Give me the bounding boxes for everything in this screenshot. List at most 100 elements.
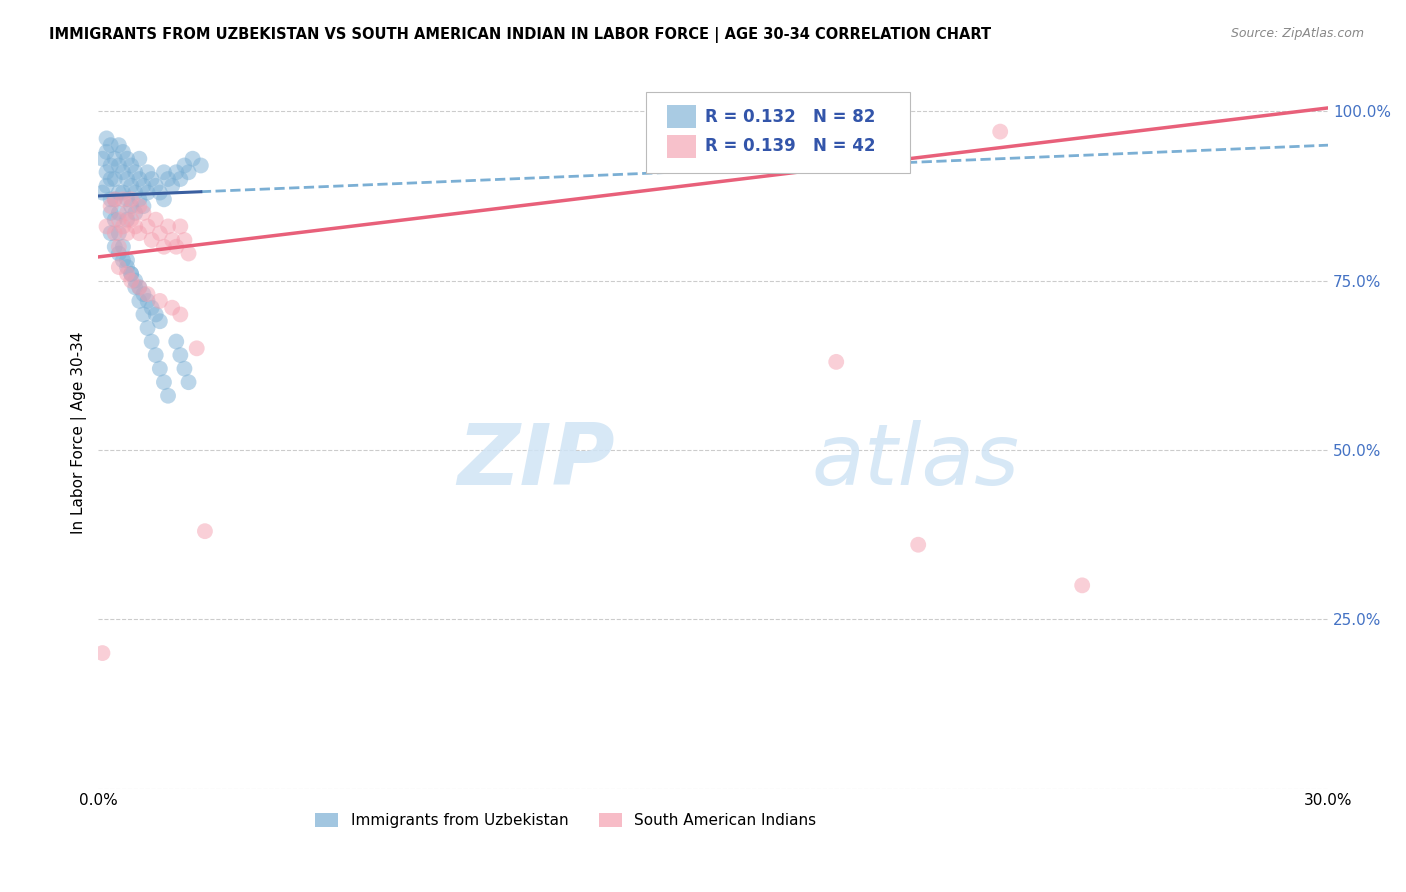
Point	[115, 226, 138, 240]
Point	[165, 165, 187, 179]
Point	[128, 280, 150, 294]
Point	[136, 293, 159, 308]
Point	[149, 361, 172, 376]
Text: R = 0.132   N = 82: R = 0.132 N = 82	[704, 108, 875, 126]
Point	[124, 274, 146, 288]
Point	[96, 219, 118, 234]
Point	[96, 165, 118, 179]
Point	[141, 301, 163, 315]
Point	[100, 138, 122, 153]
Point	[100, 172, 122, 186]
Point	[132, 206, 155, 220]
Point	[145, 178, 167, 193]
Point	[115, 192, 138, 206]
Point	[153, 240, 176, 254]
Point	[149, 186, 172, 200]
Point	[157, 389, 180, 403]
Point	[111, 186, 134, 200]
Point	[128, 199, 150, 213]
Point	[173, 233, 195, 247]
Point	[145, 212, 167, 227]
Point	[96, 131, 118, 145]
Point	[124, 165, 146, 179]
Point	[190, 159, 212, 173]
Point	[907, 538, 929, 552]
Point	[120, 178, 142, 193]
Point	[108, 186, 131, 200]
Text: R = 0.139   N = 42: R = 0.139 N = 42	[704, 137, 875, 155]
Point	[120, 212, 142, 227]
Point	[120, 199, 142, 213]
Point	[124, 280, 146, 294]
Point	[108, 159, 131, 173]
Point	[132, 199, 155, 213]
Point	[100, 226, 122, 240]
Point	[132, 287, 155, 301]
Point	[91, 646, 114, 660]
Point	[115, 206, 138, 220]
Point	[128, 152, 150, 166]
Point	[153, 375, 176, 389]
Point	[173, 159, 195, 173]
Point	[120, 267, 142, 281]
Point	[115, 253, 138, 268]
Point	[128, 172, 150, 186]
Point	[96, 145, 118, 159]
Point	[111, 219, 134, 234]
Point	[141, 233, 163, 247]
Point	[169, 348, 191, 362]
Point	[104, 192, 127, 206]
Point	[124, 186, 146, 200]
Point	[136, 186, 159, 200]
Point	[100, 206, 122, 220]
Point	[160, 178, 183, 193]
Point	[128, 192, 150, 206]
Point	[128, 293, 150, 308]
Point	[108, 138, 131, 153]
Point	[1071, 578, 1094, 592]
Point	[115, 260, 138, 274]
Point	[186, 342, 208, 356]
Point	[96, 178, 118, 193]
Point	[149, 226, 172, 240]
Point	[111, 165, 134, 179]
Point	[108, 246, 131, 260]
Point	[145, 308, 167, 322]
Point	[169, 308, 191, 322]
Point	[988, 125, 1011, 139]
Point	[104, 212, 127, 227]
Point	[111, 145, 134, 159]
Point	[128, 280, 150, 294]
Point	[194, 524, 217, 538]
Point	[111, 192, 134, 206]
Point	[124, 219, 146, 234]
Point	[115, 267, 138, 281]
Legend: Immigrants from Uzbekistan, South American Indians: Immigrants from Uzbekistan, South Americ…	[309, 807, 823, 834]
Point	[169, 219, 191, 234]
Point	[124, 206, 146, 220]
Point	[120, 159, 142, 173]
Point	[145, 348, 167, 362]
Point	[136, 165, 159, 179]
Point	[136, 321, 159, 335]
Point	[149, 293, 172, 308]
Point	[165, 240, 187, 254]
FancyBboxPatch shape	[666, 135, 696, 158]
Point	[108, 206, 131, 220]
Point	[160, 233, 183, 247]
Point	[825, 355, 848, 369]
Point	[169, 172, 191, 186]
Point	[132, 178, 155, 193]
FancyBboxPatch shape	[645, 92, 910, 173]
Text: atlas: atlas	[811, 420, 1019, 503]
Point	[120, 274, 142, 288]
FancyBboxPatch shape	[666, 105, 696, 128]
Text: Source: ZipAtlas.com: Source: ZipAtlas.com	[1230, 27, 1364, 40]
Text: IMMIGRANTS FROM UZBEKISTAN VS SOUTH AMERICAN INDIAN IN LABOR FORCE | AGE 30-34 C: IMMIGRANTS FROM UZBEKISTAN VS SOUTH AMER…	[49, 27, 991, 43]
Point	[120, 267, 142, 281]
Point	[100, 199, 122, 213]
Point	[115, 212, 138, 227]
Point	[100, 159, 122, 173]
Point	[104, 152, 127, 166]
Point	[136, 219, 159, 234]
